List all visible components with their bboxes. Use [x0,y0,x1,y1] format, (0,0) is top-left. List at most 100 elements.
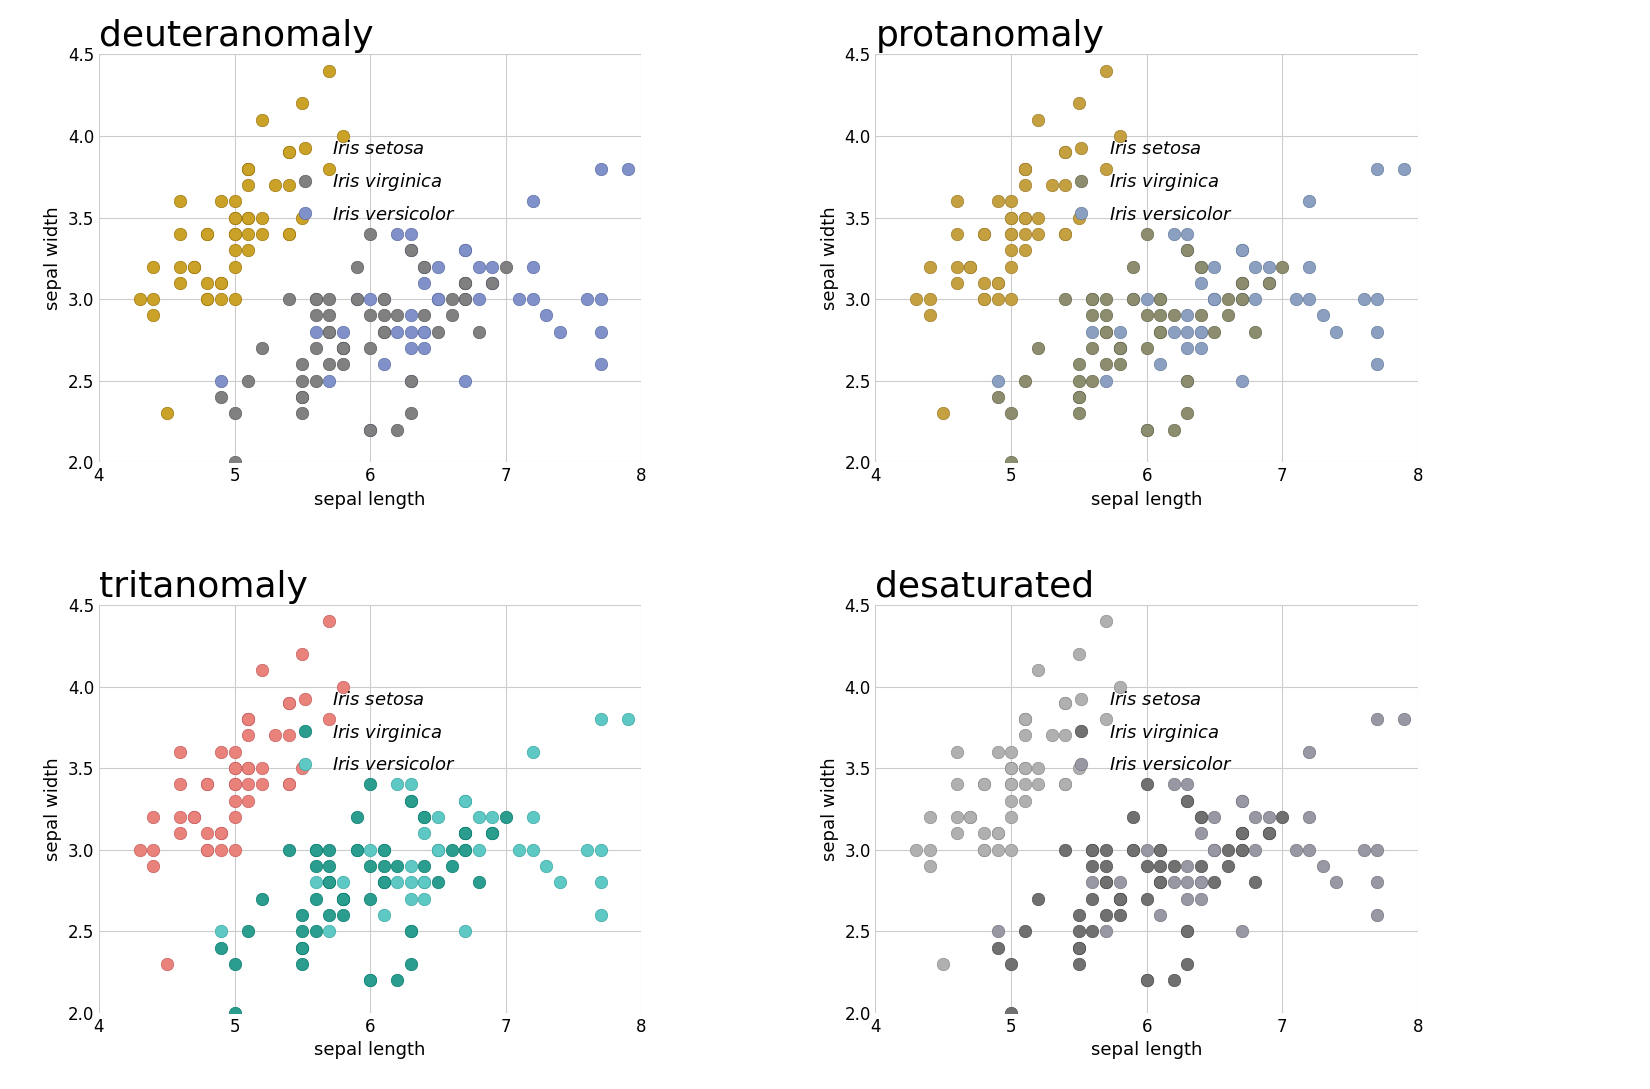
Point [234,726,261,744]
Point [1025,759,1051,776]
Point [998,225,1025,243]
Point [452,824,478,842]
Legend: $\it{Iris\ setosa}$, $\it{Iris\ virginica}$, $\it{Iris\ versicolor}$: $\it{Iris\ setosa}$, $\it{Iris\ virginic… [287,140,455,223]
Point [1053,726,1079,744]
Point [1107,890,1134,907]
Point [1228,922,1254,940]
Point [1066,356,1092,374]
Y-axis label: sepal width: sepal width [820,757,838,860]
Point [1228,841,1254,858]
Point [998,291,1025,308]
Point [1038,726,1064,744]
Point [614,160,640,178]
Point [302,841,328,858]
Point [1201,841,1228,858]
Point [478,258,505,276]
Point [221,209,248,227]
Point [221,1004,248,1021]
Point [234,242,261,259]
Point [1201,808,1228,825]
Point [182,258,208,276]
Point [398,955,424,972]
Point [1011,372,1038,390]
Point [998,841,1025,858]
Point [343,291,370,308]
Point [1011,710,1038,727]
Point [1228,291,1254,308]
Point [1228,792,1254,809]
Point [903,841,929,858]
Point [533,857,559,874]
Point [1053,694,1079,711]
Point [1120,808,1147,825]
Point [371,873,398,891]
Point [182,808,208,825]
Point [330,323,356,341]
Point [317,62,343,79]
Point [587,710,614,727]
Point [1025,225,1051,243]
Point [249,209,276,227]
Point [1092,291,1119,308]
Point [1365,356,1391,374]
Point [1134,340,1160,357]
Point [1188,857,1214,874]
Point [1079,291,1106,308]
Point [317,922,343,940]
Point [398,922,424,940]
Point [208,824,234,842]
Point [1188,808,1214,825]
Point [1242,873,1269,891]
Point [1134,857,1160,874]
Point [1188,873,1214,891]
Point [1160,971,1186,989]
Point [234,759,261,776]
Point [1365,906,1391,923]
Point [1269,808,1295,825]
Point [1092,613,1119,631]
Point [330,677,356,695]
Point [276,726,302,744]
Point [289,389,315,406]
Point [343,841,370,858]
Point [916,258,942,276]
Point [167,274,193,292]
Point [411,258,437,276]
Point [1134,971,1160,989]
Point [1092,372,1119,390]
Point [1079,340,1106,357]
Point [1297,808,1323,825]
Point [221,808,248,825]
Point [1011,225,1038,243]
Point [1025,111,1051,129]
X-axis label: sepal length: sepal length [315,491,426,509]
Point [330,340,356,357]
Point [330,890,356,907]
Point [221,225,248,243]
Point [234,176,261,194]
Point [1201,291,1228,308]
Point [208,743,234,760]
Point [371,841,398,858]
Point [398,225,424,243]
Text: desaturated: desaturated [876,570,1094,603]
Point [317,307,343,325]
Point [1175,372,1201,390]
Point [1242,808,1269,825]
Point [1391,710,1417,727]
Point [249,890,276,907]
Point [411,808,437,825]
Point [998,759,1025,776]
Point [167,775,193,793]
Point [1134,841,1160,858]
Point [1147,873,1173,891]
Point [985,841,1011,858]
Point [195,824,221,842]
Point [465,841,492,858]
Point [276,841,302,858]
Point [356,421,383,439]
Point [317,873,343,891]
Point [1201,841,1228,858]
Point [1038,176,1064,194]
Point [1011,775,1038,793]
